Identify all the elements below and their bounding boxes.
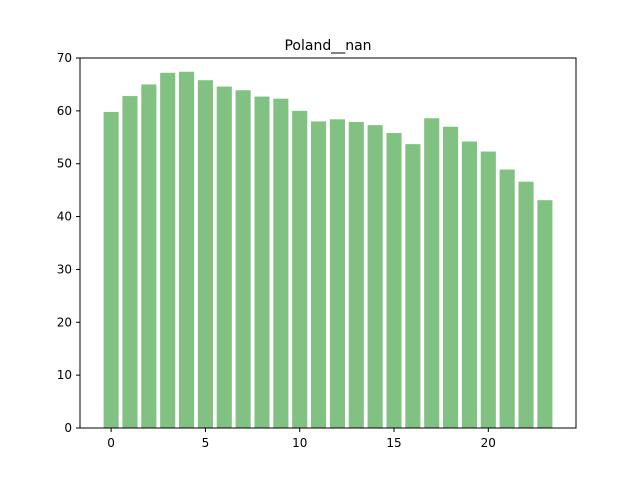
y-axis: 0 10 20 30 40 50 60 70 (57, 51, 80, 435)
bar-10 (292, 110, 308, 428)
y-tick-label: 30 (57, 262, 72, 276)
x-tick-label: 15 (386, 436, 401, 450)
bar-8 (254, 96, 270, 428)
bar-22 (518, 181, 534, 428)
y-tick-label: 40 (57, 210, 72, 224)
y-tick-label: 60 (57, 104, 72, 118)
y-tick-label: 0 (64, 421, 72, 435)
bar-17 (424, 118, 440, 428)
x-tick-label: 20 (481, 436, 496, 450)
bar-0 (103, 111, 119, 429)
bar-2 (141, 84, 157, 428)
bar-20 (480, 151, 496, 429)
x-tick-label: 0 (107, 436, 115, 450)
bar-3 (160, 72, 176, 429)
x-axis: 0 5 10 15 20 (107, 428, 496, 450)
bar-16 (405, 144, 421, 428)
x-tick-label: 10 (292, 436, 307, 450)
bar-7 (235, 90, 251, 428)
x-tick-label: 5 (202, 436, 210, 450)
bar-9 (273, 98, 289, 428)
bar-18 (443, 126, 459, 428)
bar-1 (122, 96, 138, 429)
y-tick-label: 50 (57, 157, 72, 171)
chart-title: Poland__nan (284, 38, 371, 54)
bars-group (103, 71, 553, 429)
bar-23 (537, 200, 553, 428)
bar-15 (386, 133, 402, 429)
bar-11 (311, 121, 327, 428)
y-tick-label: 20 (57, 315, 72, 329)
bar-13 (348, 121, 364, 428)
bar-12 (329, 119, 345, 429)
bar-19 (461, 141, 477, 428)
plot-frame (79, 57, 577, 429)
bar-6 (216, 86, 232, 429)
bar-5 (197, 80, 213, 428)
bar-4 (179, 71, 195, 428)
bar-14 (367, 125, 383, 428)
bar-21 (499, 169, 515, 428)
y-tick-label: 70 (57, 51, 72, 65)
y-tick-label: 10 (57, 368, 72, 382)
